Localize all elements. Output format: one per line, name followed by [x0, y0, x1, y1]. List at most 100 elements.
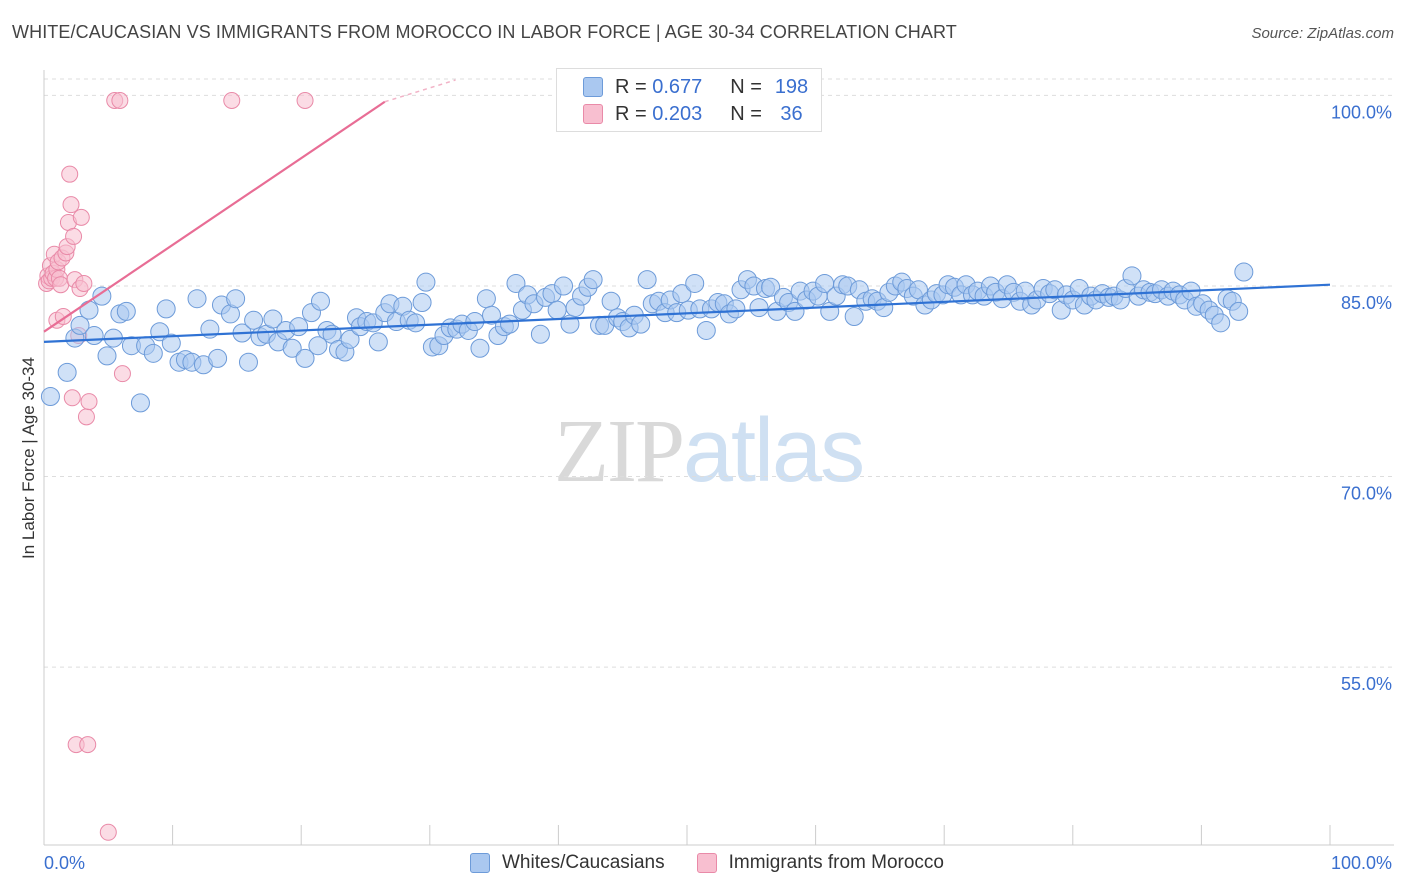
- white-point: [1211, 313, 1231, 333]
- white-point: [761, 277, 781, 297]
- white-point: [547, 300, 567, 320]
- morocco-point: [113, 365, 131, 383]
- legend-row-morocco: R = 0.203 N = 36: [583, 102, 816, 126]
- morocco-point: [62, 196, 80, 214]
- white-point: [308, 336, 328, 356]
- white-point: [637, 270, 657, 290]
- white-points: [40, 262, 1254, 413]
- morocco-points: [38, 91, 314, 841]
- legend-swatch-pink: [696, 853, 717, 873]
- legend-r-label: R =: [615, 102, 647, 125]
- grid-lines: [44, 78, 1394, 668]
- whites-trend-line: [43, 283, 1331, 343]
- x-tick-label: 100.0%: [1331, 853, 1392, 873]
- white-point: [92, 286, 112, 306]
- morocco-point: [75, 274, 93, 292]
- white-point: [412, 293, 432, 312]
- legend-n-label: N =: [730, 75, 762, 98]
- white-point: [244, 310, 264, 330]
- morocco-point: [99, 823, 117, 841]
- watermark-zip: ZIP: [554, 402, 685, 501]
- legend-swatch-blue: [470, 853, 490, 873]
- white-point: [161, 333, 181, 353]
- correlation-legend: R = 0.677 N = 198 R = 0.203 N = 36: [556, 68, 822, 132]
- axes: [43, 70, 1394, 846]
- white-point: [40, 387, 60, 407]
- white-point: [1229, 301, 1249, 321]
- legend-row-whites: R = 0.677 N = 198: [583, 75, 816, 99]
- white-point: [785, 301, 805, 321]
- legend-swatch-blue: [583, 77, 603, 97]
- white-point: [749, 298, 769, 318]
- legend-item-morocco[interactable]: Immigrants from Morocco: [696, 852, 944, 874]
- white-point: [70, 315, 90, 335]
- white-point: [226, 289, 246, 309]
- white-point: [116, 301, 136, 321]
- morocco-point: [52, 276, 70, 294]
- legend-r-value: 0.203: [652, 102, 703, 125]
- white-point: [672, 284, 692, 304]
- white-point: [143, 343, 163, 363]
- morocco-point: [65, 227, 83, 245]
- white-point: [583, 270, 603, 290]
- legend-n-value: 198: [774, 75, 809, 98]
- series-legend: Whites/Caucasians Immigrants from Morocc…: [470, 852, 976, 874]
- legend-r-label: R =: [615, 75, 647, 98]
- watermark: ZIPatlas: [554, 400, 865, 503]
- white-point: [470, 338, 490, 358]
- white-point: [601, 291, 621, 311]
- x-tick-label: 0.0%: [44, 853, 85, 873]
- white-point: [130, 393, 150, 413]
- white-point: [295, 348, 315, 368]
- white-point: [57, 362, 77, 382]
- white-point: [506, 273, 526, 293]
- white-point: [685, 273, 705, 293]
- legend-r-value: 0.677: [652, 75, 703, 98]
- white-point: [368, 332, 388, 352]
- white-point: [530, 324, 550, 344]
- legend-item-whites[interactable]: Whites/Caucasians: [470, 852, 665, 874]
- morocco-point: [77, 408, 95, 426]
- white-point: [263, 309, 283, 329]
- morocco-point: [80, 393, 98, 411]
- white-point: [156, 299, 176, 319]
- white-point: [844, 306, 864, 326]
- morocco-trend-extension: [384, 79, 456, 103]
- morocco-point: [111, 91, 129, 109]
- trend-lines: [43, 79, 1331, 343]
- watermark-atlas: atlas: [683, 401, 865, 501]
- white-point: [416, 272, 436, 292]
- y-tick-label: 70.0%: [1341, 484, 1392, 504]
- white-point: [208, 348, 228, 368]
- white-point: [554, 276, 574, 296]
- morocco-point: [223, 91, 241, 109]
- white-point: [1234, 262, 1254, 282]
- y-tick-label: 85.0%: [1341, 293, 1392, 313]
- white-point: [726, 299, 746, 319]
- morocco-point: [296, 91, 314, 109]
- chart-title: WHITE/CAUCASIAN VS IMMIGRANTS FROM MOROC…: [12, 22, 957, 42]
- legend-n-value: 36: [780, 102, 803, 125]
- morocco-trend-line: [43, 100, 386, 333]
- morocco-point: [72, 208, 90, 226]
- white-point: [1122, 266, 1142, 286]
- source-label: Source: ZipAtlas.com: [1251, 25, 1394, 42]
- white-point: [282, 338, 302, 358]
- legend-n-label: N =: [730, 102, 762, 125]
- white-point: [476, 289, 496, 309]
- white-point: [696, 320, 716, 340]
- white-point: [97, 346, 117, 366]
- legend-label-morocco: Immigrants from Morocco: [728, 852, 944, 873]
- white-point: [238, 352, 258, 372]
- white-point: [187, 289, 207, 309]
- white-point: [310, 291, 330, 311]
- white-point: [631, 314, 651, 334]
- white-point: [84, 326, 104, 346]
- y-tick-label: 100.0%: [1331, 102, 1392, 122]
- white-point: [289, 317, 309, 337]
- legend-swatch-pink: [583, 104, 603, 124]
- legend-label-whites: Whites/Caucasians: [502, 852, 665, 873]
- morocco-point: [61, 165, 79, 183]
- morocco-point: [79, 736, 97, 754]
- white-point: [406, 313, 426, 333]
